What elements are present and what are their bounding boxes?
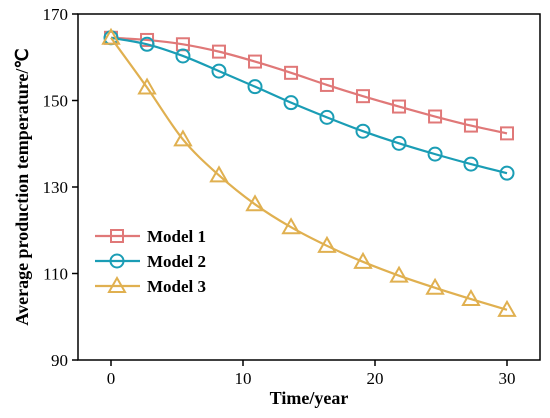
data-point — [463, 118, 478, 133]
data-point — [392, 99, 407, 114]
y-axis-title: Average production temperature/℃ — [12, 48, 32, 325]
legend-item: Model 3 — [95, 275, 206, 296]
data-point — [245, 194, 265, 212]
data-point — [281, 217, 301, 235]
series-line — [110, 36, 508, 135]
series-1 — [104, 30, 514, 141]
legend-label: Model 3 — [147, 277, 206, 296]
data-point — [319, 77, 334, 92]
data-point — [101, 27, 121, 45]
data-point — [211, 63, 227, 79]
data-point — [389, 265, 409, 283]
x-tick-label: 20 — [367, 369, 384, 388]
data-point — [353, 251, 373, 269]
data-point — [463, 156, 479, 172]
x-tick-label: 30 — [499, 369, 516, 388]
series-line — [110, 36, 508, 175]
data-point — [425, 277, 445, 295]
y-tick-label: 170 — [43, 5, 69, 24]
legend-item: Model 2 — [95, 252, 206, 271]
data-point — [137, 77, 157, 95]
legend-marker — [110, 229, 124, 243]
data-point — [461, 289, 481, 307]
legend-label: Model 1 — [147, 227, 206, 246]
data-point — [173, 129, 193, 147]
series-2 — [103, 30, 515, 181]
data-point — [319, 109, 335, 125]
data-point — [247, 79, 263, 95]
data-point — [428, 109, 443, 124]
legend-marker — [107, 275, 127, 293]
y-tick-label: 150 — [43, 92, 69, 111]
y-tick-label: 110 — [43, 265, 68, 284]
data-point — [499, 165, 515, 181]
data-point — [355, 89, 370, 104]
y-tick-label: 90 — [51, 351, 68, 370]
data-point — [497, 299, 517, 317]
x-tick-label: 10 — [235, 369, 252, 388]
y-tick-label: 130 — [43, 178, 69, 197]
data-point — [211, 44, 226, 59]
data-point — [391, 135, 407, 151]
series-3 — [101, 27, 517, 317]
data-point — [283, 95, 299, 111]
x-axis-title: Time/year — [270, 388, 349, 408]
data-point — [427, 146, 443, 162]
legend: Model 1 Model 2 Model 3 — [95, 227, 206, 296]
data-point — [209, 165, 229, 183]
plot-frame — [77, 13, 541, 361]
legend-item: Model 1 — [95, 227, 206, 246]
data-point — [355, 123, 371, 139]
data-point — [500, 126, 514, 141]
data-point — [175, 48, 191, 64]
data-point — [248, 54, 263, 69]
legend-marker — [109, 253, 125, 269]
plot-area: 0 10 20 30 90 110 130 150 170 — [43, 5, 541, 388]
x-tick-label: 0 — [107, 369, 116, 388]
data-point — [139, 36, 155, 52]
data-point — [317, 235, 337, 253]
legend-label: Model 2 — [147, 252, 206, 271]
data-point — [284, 65, 299, 80]
